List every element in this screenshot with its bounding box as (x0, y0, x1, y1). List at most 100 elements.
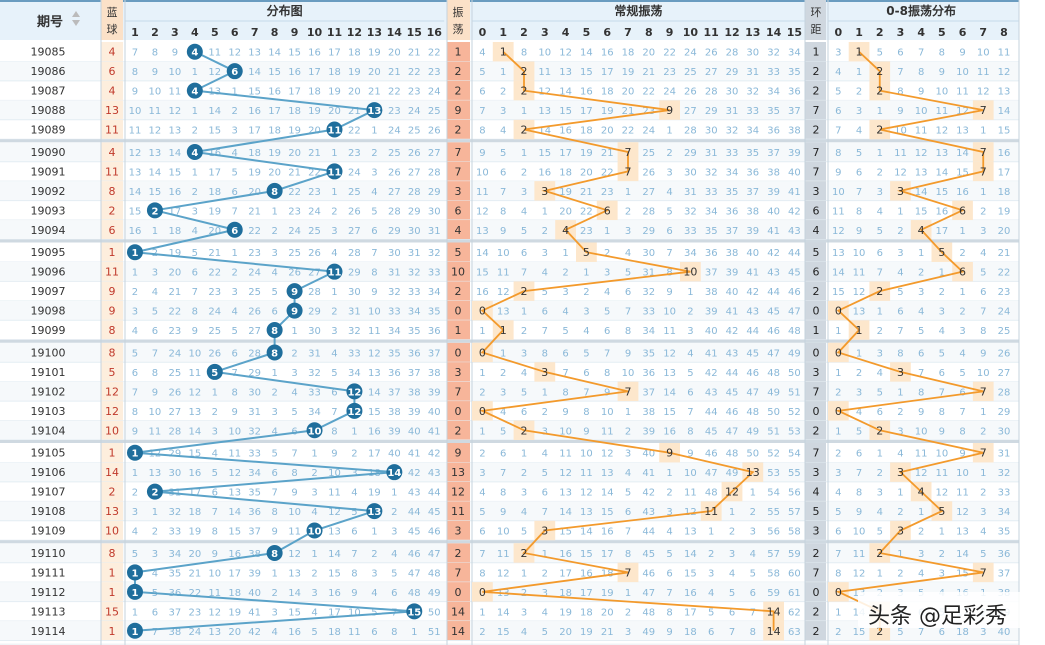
dist-miss-cell: 22 (208, 268, 221, 279)
regular-miss-cell: 8 (750, 627, 756, 638)
dist-miss-cell: 31 (308, 348, 321, 359)
dist-miss-cell: 21 (408, 48, 421, 59)
dist-miss-cell: 21 (348, 106, 361, 117)
regular-miss-cell: 43 (788, 226, 801, 237)
regular-miss-cell: 58 (767, 568, 780, 579)
dist08-swing-label: 7 (980, 104, 987, 117)
regular-miss-cell: 5 (521, 527, 527, 538)
dist08-miss-cell: 13 (853, 307, 866, 318)
dist-miss-cell: 31 (248, 407, 261, 418)
regular-miss-cell: 34 (767, 87, 780, 98)
dist-miss-cell: 38 (408, 387, 421, 398)
regular-miss-cell: 6 (562, 348, 568, 359)
blue-ball-label: 1 (131, 248, 138, 259)
regular-miss-cell: 13 (476, 226, 489, 237)
blue-cell-bg (101, 443, 123, 463)
regular-miss-cell: 34 (642, 326, 655, 337)
dist-miss-cell: 28 (388, 206, 401, 217)
blue-value-cell: 4 (109, 46, 116, 59)
regular-miss-cell: 4 (542, 449, 548, 460)
dist-miss-cell: 31 (408, 248, 421, 259)
dist08-swing-label: 2 (876, 124, 883, 137)
dist08-swing-label: 4 (918, 224, 925, 237)
regular-miss-cell: 44 (726, 368, 739, 379)
regular-miss-cell: 34 (726, 167, 739, 178)
dist08-miss-cell: 9 (939, 67, 945, 78)
dist08-miss-cell: 3 (918, 549, 924, 560)
regular-miss-cell: 3 (729, 549, 735, 560)
dist-miss-cell: 4 (271, 627, 277, 638)
dist-miss-cell: 44 (428, 488, 441, 499)
regular-col-header: 9 (666, 26, 674, 39)
dist-miss-cell: 18 (208, 187, 221, 198)
dist-miss-cell: 29 (248, 368, 261, 379)
dist08-swing-label: 0 (835, 346, 842, 359)
dist-miss-cell: 5 (132, 348, 138, 359)
blue-cell-bg (101, 181, 123, 201)
dist-miss-cell: 12 (188, 387, 201, 398)
dist08-col-header: 6 (959, 26, 967, 39)
dist08-miss-cell: 11 (894, 148, 907, 159)
dist-miss-cell: 9 (152, 67, 158, 78)
dist-miss-cell: 25 (428, 106, 441, 117)
regular-miss-cell: 33 (726, 148, 739, 159)
dist-miss-cell: 18 (288, 106, 301, 117)
regular-miss-cell: 8 (604, 368, 610, 379)
dist-miss-cell: 1 (391, 488, 397, 499)
loop-cell-bg (805, 261, 826, 282)
dist08-miss-cell: 13 (915, 167, 928, 178)
dist08-miss-cell: 10 (956, 468, 969, 479)
regular-miss-cell: 3 (542, 248, 548, 259)
swing-value-cell: 13 (451, 466, 465, 479)
regular-miss-cell: 37 (767, 148, 780, 159)
row-background (0, 142, 1019, 162)
group-separator (0, 540, 1019, 544)
dist-miss-cell: 1 (232, 87, 238, 98)
dist08-miss-cell: 12 (894, 167, 907, 178)
dist-miss-cell: 3 (212, 426, 218, 437)
loop-value-cell: 2 (813, 285, 820, 298)
regular-miss-cell: 4 (500, 407, 506, 418)
dist08-miss-cell: 22 (998, 268, 1011, 279)
regular-miss-cell: 37 (642, 387, 655, 398)
dist-miss-cell: 7 (132, 387, 138, 398)
dist08-miss-cell: 2 (959, 307, 965, 318)
dist-miss-cell: 15 (149, 187, 162, 198)
regular-miss-cell: 16 (559, 549, 572, 560)
dist08-miss-cell: 15 (832, 287, 845, 298)
dist08-miss-cell: 18 (956, 627, 969, 638)
loop-cell-bg (805, 481, 826, 502)
dist08-miss-cell: 14 (956, 549, 969, 560)
regular-miss-cell: 12 (538, 87, 551, 98)
regular-miss-cell: 1 (479, 426, 485, 437)
dist-miss-cell: 3 (371, 568, 377, 579)
dist08-miss-cell: 13 (956, 126, 969, 137)
regular-miss-cell: 14 (580, 48, 593, 59)
dist-miss-cell: 45 (428, 507, 441, 518)
dist08-miss-cell: 15 (998, 126, 1011, 137)
blue-ball-label: 2 (151, 206, 158, 217)
dist-miss-cell: 24 (308, 206, 321, 217)
sort-up-icon (72, 11, 80, 17)
regular-miss-cell: 19 (559, 607, 572, 618)
row-background (0, 462, 1019, 482)
regular-miss-cell: 4 (521, 507, 527, 518)
dist08-swing-label: 7 (980, 146, 987, 159)
dist-miss-cell: 3 (311, 488, 317, 499)
dist08-miss-cell: 3 (959, 326, 965, 337)
regular-miss-cell: 9 (583, 426, 589, 437)
regular-miss-cell: 8 (562, 387, 568, 398)
regular-miss-cell: 1 (604, 226, 610, 237)
dist08-miss-cell: 6 (877, 248, 883, 259)
regular-miss-cell: 45 (726, 387, 739, 398)
dist-miss-cell: 21 (169, 287, 182, 298)
swing-value-cell: 2 (455, 65, 462, 78)
dist08-miss-cell: 16 (998, 148, 1011, 159)
regular-miss-cell: 2 (521, 167, 527, 178)
dist08-miss-cell: 6 (856, 167, 862, 178)
regular-swing-label: 4 (562, 224, 569, 237)
dist-miss-cell: 27 (428, 148, 441, 159)
blue-ball-marker (326, 121, 343, 138)
dist-miss-cell: 11 (169, 87, 182, 98)
regular-miss-cell: 14 (684, 549, 697, 560)
